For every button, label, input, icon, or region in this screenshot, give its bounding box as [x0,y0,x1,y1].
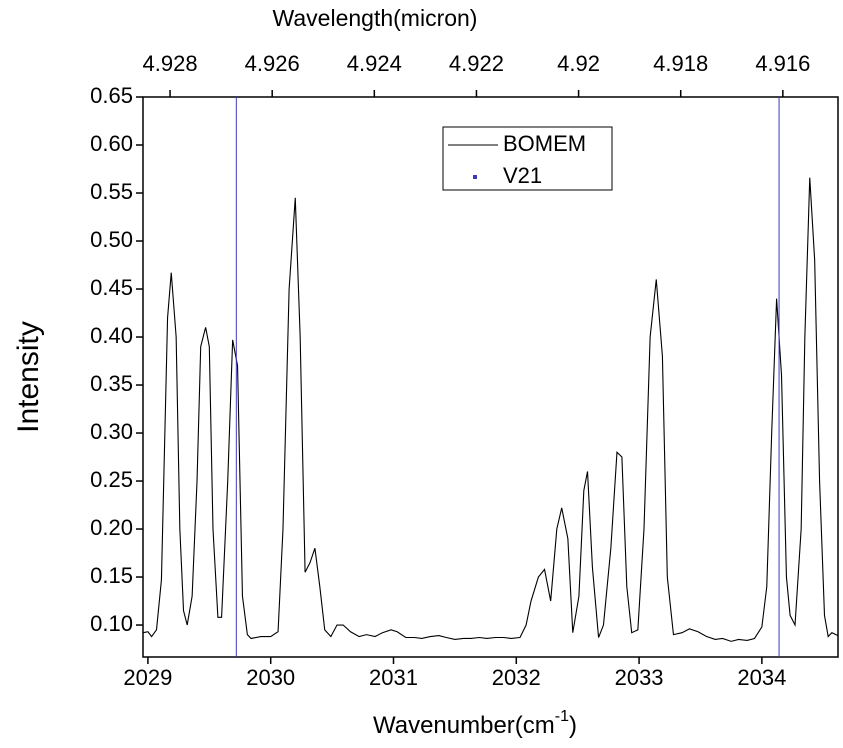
legend-label: BOMEM [503,131,586,156]
y-tick-label: 0.60 [90,131,133,156]
top-axis-title: Wavelength(micron) [273,5,478,31]
x2-tick-label: 4.916 [755,51,810,76]
plot-frame [142,96,839,658]
y-tick-label: 0.25 [90,467,133,492]
x-axis-title: Wavenumber(cm-1) [373,708,577,739]
x-axis-title-text: Wavenumber(cm [373,712,555,739]
y-tick-label: 0.50 [90,227,133,252]
legend-box [442,126,613,191]
legend-label: V21 [503,163,542,188]
y-tick-label: 0.55 [90,179,133,204]
legend: BOMEM V21 [442,126,613,191]
line-series [142,177,839,642]
x-axis-title-sup: -1 [555,708,569,725]
x2-tick-label: 4.922 [449,51,504,76]
legend-marker [473,175,477,179]
x2-tick-label: 4.924 [347,51,402,76]
y-tick-label: 0.40 [90,323,133,348]
x2-tick-label: 4.926 [245,51,300,76]
x-tick-label: 2032 [492,665,541,690]
y-tick-label: 0.20 [90,515,133,540]
y-axis-title: Intensity [12,321,45,433]
x2-tick-label: 4.918 [653,51,708,76]
x-tick-label: 2029 [123,665,172,690]
x-tick-label: 2030 [246,665,295,690]
x-tick-label: 2034 [737,665,786,690]
x-tick-label: 2031 [369,665,418,690]
y-tick-label: 0.15 [90,563,133,588]
y-tick-label: 0.30 [90,419,133,444]
x-axis-title-end: ) [569,712,577,739]
x2-tick-label: 4.928 [143,51,198,76]
x-tick-label: 2033 [615,665,664,690]
y-tick-label: 0.35 [90,371,133,396]
y-tick-label: 0.65 [90,83,133,108]
y-tick-label: 0.10 [90,611,133,636]
x2-tick-label: 4.92 [557,51,600,76]
y-tick-label: 0.45 [90,275,133,300]
